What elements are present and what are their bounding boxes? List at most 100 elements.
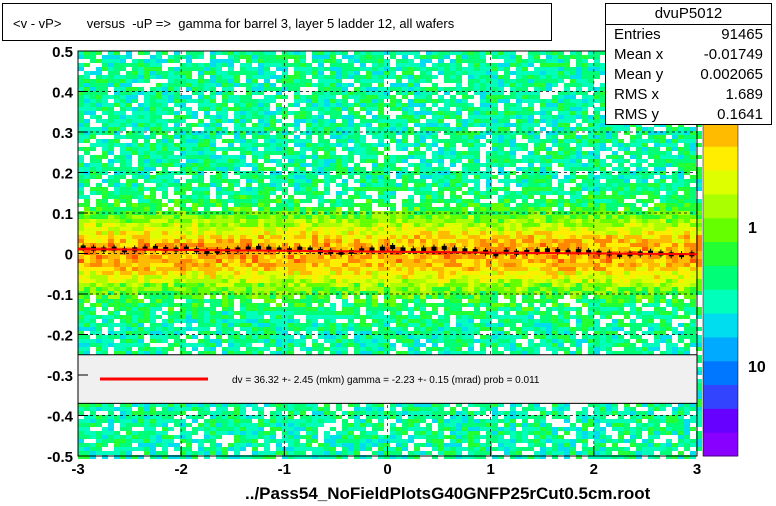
heat-cell [78, 75, 84, 79]
heat-cell [444, 207, 450, 211]
heat-cell [570, 151, 576, 155]
heat-cell [408, 79, 414, 83]
heat-cell [522, 267, 528, 271]
heat-cell [366, 271, 372, 275]
heat-cell [600, 243, 606, 247]
heat-cell [90, 71, 96, 75]
heat-cell [288, 175, 294, 179]
heat-cell [414, 235, 420, 239]
heat-cell [690, 247, 696, 251]
heat-cell [504, 163, 510, 167]
heat-cell [510, 147, 516, 151]
heat-cell [474, 131, 480, 135]
heat-cell [186, 135, 192, 139]
heat-cell [600, 131, 606, 135]
heat-cell [132, 119, 138, 123]
heat-cell [642, 183, 648, 187]
heat-cell [132, 183, 138, 187]
heat-cell [600, 203, 606, 207]
heat-cell [222, 167, 228, 171]
heat-cell [456, 99, 462, 103]
heat-cell [546, 171, 552, 175]
heat-cell [120, 79, 126, 83]
heat-cell [588, 175, 594, 179]
heat-cell [216, 163, 222, 167]
heat-cell [96, 215, 102, 219]
heat-cell [288, 123, 294, 127]
heat-cell [252, 127, 258, 131]
heat-cell [294, 207, 300, 211]
heat-cell [264, 51, 270, 55]
heat-cell [270, 191, 276, 195]
heat-cell [198, 159, 204, 163]
heat-cell [630, 267, 636, 271]
heat-cell [516, 195, 522, 199]
heat-cell [618, 219, 624, 223]
heat-cell [498, 267, 504, 271]
heat-cell [78, 267, 84, 271]
heat-cell [306, 119, 312, 123]
heat-cell [630, 171, 636, 175]
heat-cell [336, 115, 342, 119]
heat-cell [666, 143, 672, 147]
heat-cell [120, 167, 126, 171]
heat-cell [396, 235, 402, 239]
heat-cell [204, 95, 210, 99]
heat-cell [174, 79, 180, 83]
heat-cell [294, 203, 300, 207]
heat-cell [126, 99, 132, 103]
heat-cell [210, 63, 216, 67]
heat-cell [402, 227, 408, 231]
heat-cell [108, 143, 114, 147]
heat-cell [174, 71, 180, 75]
heat-cell [564, 95, 570, 99]
heat-cell [450, 207, 456, 211]
heat-cell [252, 247, 258, 251]
heat-cell [246, 51, 252, 55]
heat-cell [294, 219, 300, 223]
heat-cell [666, 231, 672, 235]
heat-cell [138, 199, 144, 203]
heat-cell [186, 59, 192, 63]
heat-cell [210, 87, 216, 91]
heat-cell [294, 59, 300, 63]
heat-cell [606, 155, 612, 159]
heat-cell [672, 231, 678, 235]
heat-cell [264, 71, 270, 75]
heat-cell [696, 199, 702, 203]
heat-cell [132, 171, 138, 175]
heat-cell [306, 83, 312, 87]
heat-cell [456, 215, 462, 219]
heat-cell [168, 243, 174, 247]
heat-cell [90, 135, 96, 139]
heat-cell [378, 183, 384, 187]
heat-cell [588, 255, 594, 259]
heat-cell [246, 199, 252, 203]
heat-cell [420, 99, 426, 103]
heat-cell [558, 239, 564, 243]
heat-cell [522, 235, 528, 239]
heat-cell [132, 79, 138, 83]
heat-cell [120, 87, 126, 91]
heat-cell [594, 75, 600, 79]
heat-cell [258, 103, 264, 107]
heat-cell [210, 75, 216, 79]
heat-cell [456, 255, 462, 259]
heat-cell [534, 91, 540, 95]
heat-cell [270, 95, 276, 99]
heat-cell [522, 155, 528, 159]
heat-cell [642, 159, 648, 163]
heat-cell [570, 267, 576, 271]
heat-cell [354, 103, 360, 107]
heat-cell [120, 107, 126, 111]
heat-cell [108, 243, 114, 247]
heat-cell [300, 255, 306, 259]
heat-cell [630, 203, 636, 207]
heat-cell [240, 267, 246, 271]
heat-cell [282, 263, 288, 267]
heat-cell [672, 263, 678, 267]
heat-cell [324, 223, 330, 227]
heat-cell [312, 143, 318, 147]
heat-cell [462, 167, 468, 171]
heat-cell [102, 87, 108, 91]
